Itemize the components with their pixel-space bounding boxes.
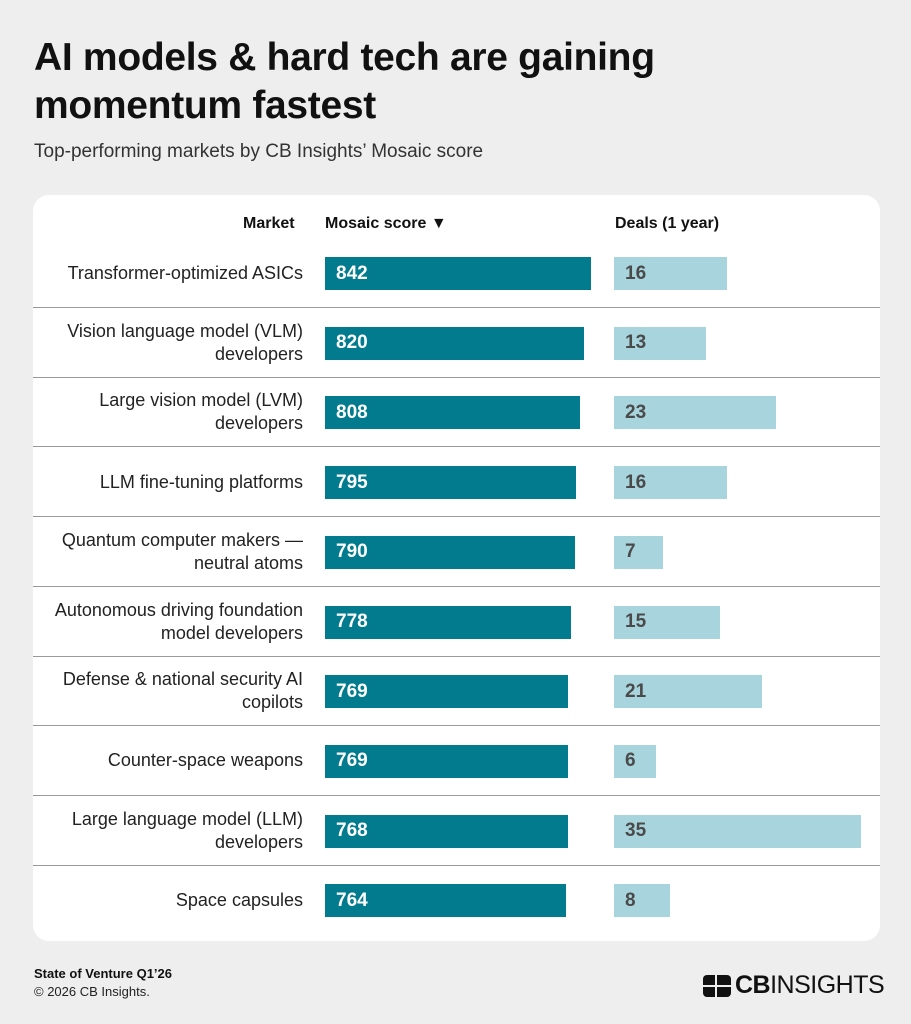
row-divider xyxy=(33,585,880,587)
deals-bar: 21 xyxy=(614,675,763,709)
table-row: Transformer-optimized ASICs 842 16 xyxy=(33,238,880,308)
market-label: Large vision model (LVM) developers xyxy=(99,390,303,434)
deals-label: 7 xyxy=(625,541,636,563)
mosaic-score-label: 795 xyxy=(336,471,368,493)
logo-mark-icon xyxy=(703,974,731,997)
mosaic-score-label: 769 xyxy=(336,750,368,772)
mosaic-score-label: 842 xyxy=(336,262,368,284)
deals-label: 23 xyxy=(625,401,647,423)
mosaic-score-bar: 764 xyxy=(325,884,567,918)
mosaic-score-bar: 795 xyxy=(325,466,577,500)
mosaic-score-bar: 842 xyxy=(325,257,592,290)
footer-source: State of Venture Q1’26 xyxy=(34,966,172,981)
market-label: Transformer-optimized ASICs xyxy=(67,262,303,283)
deals-label: 15 xyxy=(625,611,647,632)
mosaic-score-bar: 769 xyxy=(325,744,568,778)
mosaic-score-label: 768 xyxy=(336,820,368,842)
chart-subtitle: Top-performing markets by CB Insights’ M… xyxy=(34,141,484,162)
footer-copyright: © 2026 CB Insights. xyxy=(34,984,150,999)
market-label: Space capsules xyxy=(175,889,303,910)
table-row: Quantum computer makers — neutral atoms … xyxy=(33,517,880,587)
deals-bar: 35 xyxy=(614,814,862,848)
row-divider xyxy=(33,516,880,518)
deals-label: 35 xyxy=(625,820,647,842)
deals-bar: 13 xyxy=(614,326,706,360)
mosaic-score-label: 820 xyxy=(336,332,368,354)
row-divider xyxy=(33,655,880,657)
table-row: Autonomous driving foundation model deve… xyxy=(33,587,880,657)
row-divider xyxy=(33,864,880,866)
column-header-mosaic: Mosaic score ▼ xyxy=(325,215,447,232)
deals-bar: 23 xyxy=(614,396,777,430)
table-row: Space capsules 764 8 xyxy=(33,865,880,935)
mosaic-score-bar: 768 xyxy=(325,814,568,848)
market-label: Defense & national security AI copilots xyxy=(62,669,303,713)
chart-title: AI models & hard tech are gaining moment… xyxy=(34,36,655,127)
deals-label: 6 xyxy=(625,750,636,772)
row-divider xyxy=(33,446,880,448)
row-divider xyxy=(33,376,880,378)
row-divider xyxy=(33,794,880,796)
table-row: LLM fine-tuning platforms 795 16 xyxy=(33,447,880,518)
mosaic-score-label: 778 xyxy=(336,611,368,632)
market-label: LLM fine-tuning platforms xyxy=(99,471,303,492)
table-row: Large language model (LLM) developers 76… xyxy=(33,796,880,866)
cb-insights-logo: CBINSIGHTS xyxy=(703,971,885,1000)
table-row: Large vision model (LVM) developers 808 … xyxy=(33,377,880,448)
deals-bar: 16 xyxy=(614,257,727,290)
deals-label: 13 xyxy=(625,332,647,354)
deals-label: 21 xyxy=(625,680,647,702)
mosaic-score-label: 790 xyxy=(336,541,368,563)
deals-bar: 7 xyxy=(614,535,664,569)
table-row: Counter-space weapons 769 6 xyxy=(33,726,880,796)
column-header-deals: Deals (1 year) xyxy=(615,215,720,232)
mosaic-score-bar: 778 xyxy=(325,605,571,639)
deals-bar: 15 xyxy=(614,605,720,639)
deals-bar: 16 xyxy=(614,466,727,500)
row-divider xyxy=(33,307,880,308)
market-label: Autonomous driving foundation model deve… xyxy=(54,599,303,643)
deals-bar: 8 xyxy=(614,884,671,918)
mosaic-score-label: 769 xyxy=(336,680,368,702)
deals-bar: 6 xyxy=(614,744,657,778)
market-label: Quantum computer makers — neutral atoms xyxy=(61,529,303,573)
mosaic-score-bar: 808 xyxy=(325,396,581,430)
deals-label: 8 xyxy=(625,889,636,911)
table-row: Vision language model (VLM) developers 8… xyxy=(33,308,880,378)
deals-label: 16 xyxy=(625,471,647,493)
mosaic-score-label: 764 xyxy=(336,889,368,911)
mosaic-score-label: 808 xyxy=(336,401,368,423)
deals-label: 16 xyxy=(625,262,647,284)
table-row: Defense & national security AI copilots … xyxy=(33,656,880,727)
mosaic-score-bar: 769 xyxy=(325,675,568,709)
market-label: Vision language model (VLM) developers xyxy=(67,320,303,364)
market-label: Large language model (LLM) developers xyxy=(71,808,303,852)
row-divider xyxy=(33,725,880,727)
mosaic-score-bar: 820 xyxy=(325,326,585,360)
market-label: Counter-space weapons xyxy=(107,750,303,771)
column-header-market: Market xyxy=(243,215,295,232)
mosaic-score-bar: 790 xyxy=(325,535,575,569)
